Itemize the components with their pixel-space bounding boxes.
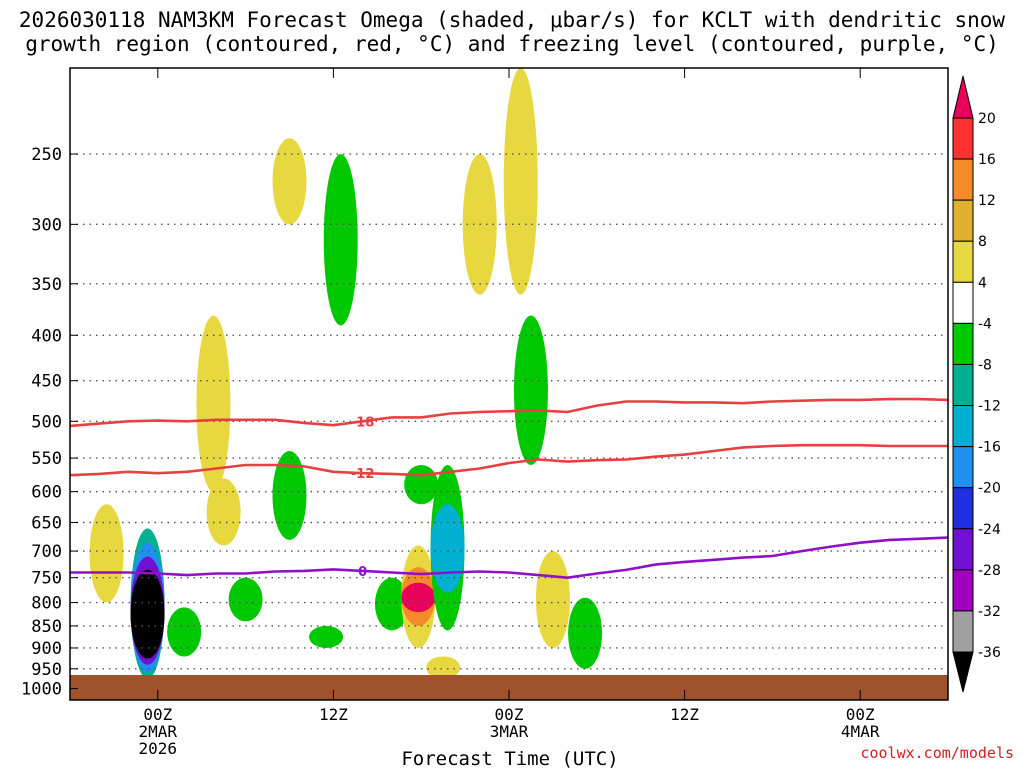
colorbar-segment-11 — [952, 569, 974, 612]
omega-area-22 — [503, 68, 538, 295]
colorbar-label-7: -12 — [978, 399, 1001, 415]
colorbar-label-12: -32 — [978, 604, 1001, 620]
x-axis-label: Forecast Time (UTC) — [401, 748, 618, 768]
omega-colorbar: 20 16 12 8 4 -4 -8 -12 -16 -20 -24 -28 -32 -36 — [952, 75, 1001, 693]
colorbar-segment-2 — [952, 199, 974, 242]
colorbar-label-6: -8 — [978, 357, 992, 373]
colorbar-segment-10 — [952, 528, 974, 571]
colorbar-label-8: -16 — [978, 440, 1001, 456]
contour-line-0C — [70, 536, 948, 580]
temperature-contours: -18 -12 0 — [70, 397, 948, 580]
chart-title-line-2: growth region (contoured, red, °C) and f… — [25, 32, 999, 56]
colorbar-label-3: 8 — [978, 234, 987, 250]
x-tick-label-4-1: 4MAR — [841, 722, 880, 741]
source-watermark: coolwx.com/models — [860, 744, 1014, 762]
contour-line--12C — [70, 443, 948, 477]
colorbar-top-arrow — [952, 75, 974, 119]
colorbar-segment-1 — [952, 158, 974, 201]
y-tick-label-350: 350 — [31, 275, 62, 295]
colorbar-label-1: 16 — [978, 152, 996, 168]
omega-shading-layer — [89, 68, 603, 679]
colorbar-segment-3 — [952, 240, 974, 283]
y-tick-label-250: 250 — [31, 145, 62, 165]
omega-area-17 — [401, 582, 436, 613]
omega-area-14 — [404, 465, 439, 505]
y-tick-label-650: 650 — [31, 513, 62, 533]
x-tick-label-2-0: 00Z — [495, 705, 524, 724]
contour-line--18C — [70, 397, 948, 428]
pressure-axis: 2503003504004505005506006507007508008509… — [21, 145, 78, 700]
contour-label-0C: 0 — [358, 565, 367, 580]
colorbar-label-0: 20 — [978, 111, 996, 127]
colorbar-segment-12 — [952, 610, 974, 653]
omega-area-20 — [426, 656, 461, 679]
colorbar-segment-5 — [952, 322, 974, 365]
omega-area-23 — [513, 315, 548, 466]
x-tick-label-2-1: 3MAR — [490, 722, 529, 741]
omega-area-4 — [130, 569, 165, 659]
colorbar-label-4: 4 — [978, 275, 987, 291]
x-tick-label-0-2: 2026 — [139, 739, 178, 758]
y-tick-label-400: 400 — [31, 326, 62, 346]
colorbar-segment-8 — [952, 446, 974, 489]
colorbar-segment-9 — [952, 487, 974, 530]
omega-area-25 — [568, 597, 603, 669]
y-tick-label-450: 450 — [31, 372, 62, 392]
colorbar-label-10: -24 — [978, 522, 1001, 538]
colorbar-label-2: 12 — [978, 193, 996, 209]
omega-area-8 — [228, 577, 263, 622]
y-tick-label-500: 500 — [31, 412, 62, 432]
omega-area-11 — [323, 154, 358, 326]
y-tick-label-800: 800 — [31, 594, 62, 614]
y-tick-label-950: 950 — [31, 660, 62, 680]
colorbar-label-13: -36 — [978, 645, 1001, 661]
colorbar-bottom-arrow — [952, 651, 974, 693]
contour-label--18C: -18 — [351, 415, 375, 430]
colorbar-label-9: -20 — [978, 481, 1001, 497]
y-tick-label-900: 900 — [31, 639, 62, 659]
y-tick-label-300: 300 — [31, 215, 62, 235]
omega-area-13 — [374, 577, 409, 631]
y-tick-label-750: 750 — [31, 569, 62, 589]
omega-area-12 — [309, 625, 344, 648]
colorbar-label-5: -4 — [978, 316, 992, 332]
x-tick-label-3-0: 12Z — [670, 705, 699, 724]
y-tick-label-1000: 1000 — [21, 680, 62, 700]
omega-area-19 — [430, 504, 465, 593]
chart-title-line-1: 2026030118 NAM3KM Forecast Omega (shaded… — [18, 8, 1006, 32]
x-tick-label-0-1: 2MAR — [139, 722, 178, 741]
colorbar-segment-4 — [952, 281, 974, 324]
colorbar-segment-7 — [952, 405, 974, 448]
y-tick-label-700: 700 — [31, 542, 62, 562]
omega-area-7 — [206, 478, 241, 546]
y-tick-label-600: 600 — [31, 483, 62, 503]
omega-area-6 — [196, 315, 231, 492]
colorbar-segment-0 — [952, 117, 974, 160]
contour-label--12C: -12 — [351, 467, 375, 482]
x-tick-label-0-0: 00Z — [143, 705, 172, 724]
colorbar-label-11: -28 — [978, 563, 1001, 579]
x-tick-label-4-0: 00Z — [846, 705, 875, 724]
omega-area-10 — [272, 138, 307, 225]
omega-area-5 — [167, 607, 202, 657]
omega-area-0 — [89, 504, 124, 603]
x-tick-label-1-0: 12Z — [319, 705, 348, 724]
colorbar-segment-6 — [952, 363, 974, 407]
y-tick-label-850: 850 — [31, 617, 62, 637]
omega-area-24 — [535, 551, 570, 648]
y-tick-label-550: 550 — [31, 449, 62, 469]
omega-area-9 — [272, 450, 307, 540]
